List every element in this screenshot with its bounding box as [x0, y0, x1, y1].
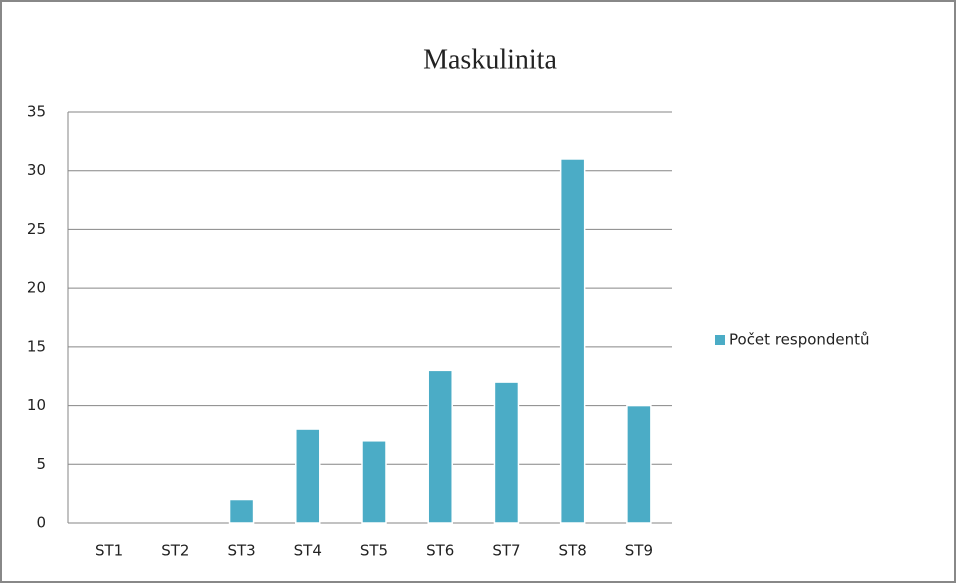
x-tick-label: ST5 — [360, 542, 388, 560]
legend-swatch — [715, 335, 725, 345]
x-tick-label: ST1 — [95, 542, 123, 560]
y-tick-label: 35 — [27, 103, 46, 121]
y-tick-label: 25 — [27, 220, 46, 238]
bar — [493, 381, 520, 524]
chart-title: Maskulinita — [423, 44, 557, 75]
y-tick-label: 10 — [27, 396, 46, 414]
x-tick-label: ST8 — [559, 542, 587, 560]
bar — [361, 440, 387, 524]
x-tick-label: ST2 — [161, 542, 189, 560]
x-tick-label: ST4 — [294, 542, 322, 560]
y-tick-label: 5 — [36, 455, 46, 473]
bar — [626, 404, 652, 524]
y-tick-label: 30 — [27, 161, 46, 179]
bar — [228, 498, 255, 524]
y-tick-label: 20 — [27, 279, 46, 297]
y-tick-label: 0 — [36, 514, 46, 532]
x-tick-label: ST9 — [625, 542, 653, 560]
bar — [427, 369, 453, 524]
bar — [559, 158, 586, 524]
bar — [295, 428, 321, 524]
x-tick-label: ST3 — [227, 542, 255, 560]
x-tick-label: ST6 — [426, 542, 454, 560]
x-tick-label: ST7 — [492, 542, 520, 560]
legend-label: Počet respondentů — [729, 331, 870, 349]
y-tick-label: 15 — [27, 337, 46, 355]
